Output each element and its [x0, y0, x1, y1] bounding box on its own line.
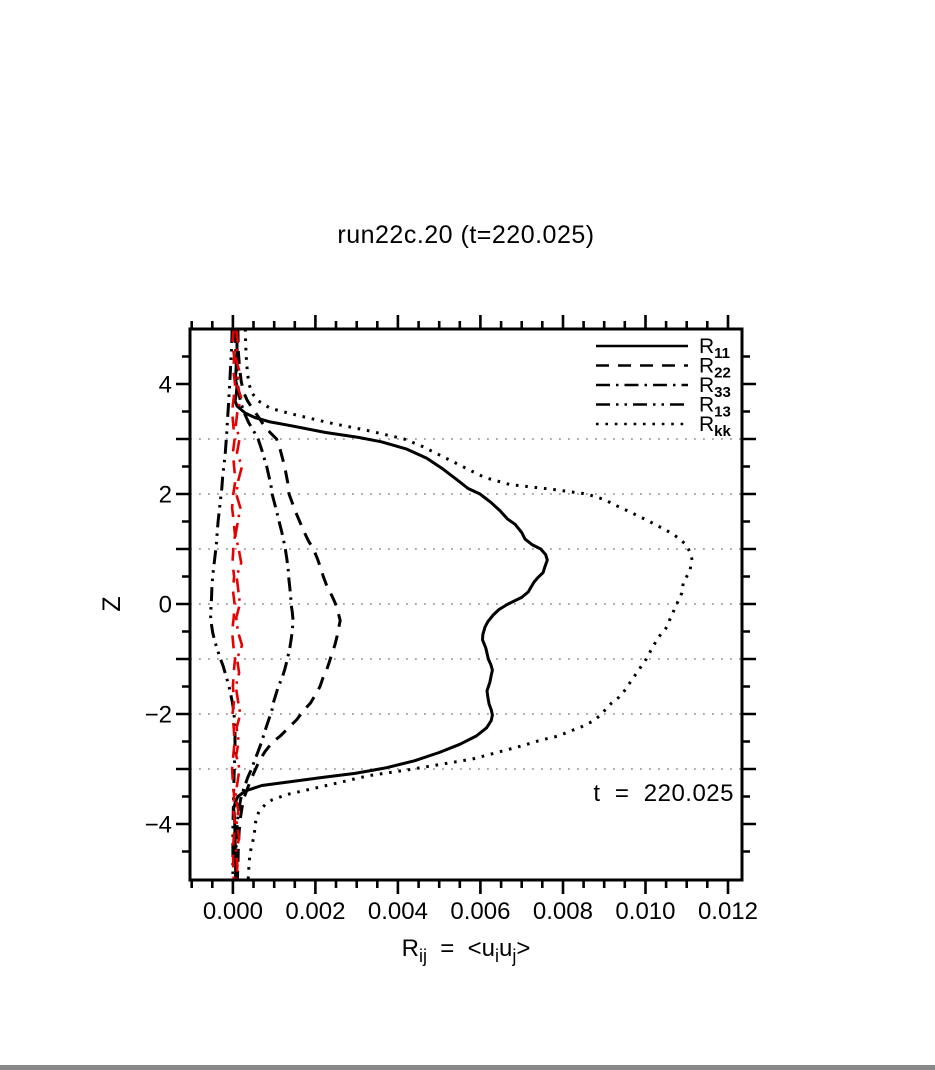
- y-tick-label-0: 0: [159, 592, 172, 619]
- curve-R11: [232, 329, 549, 880]
- legend-label-R11: R11: [699, 335, 730, 362]
- y-axis-title: Z: [98, 596, 126, 611]
- legend-label-R13: R13: [699, 394, 731, 421]
- curve-R13: [209, 329, 237, 879]
- y-tick-label-2: 2: [159, 482, 172, 509]
- axis-ticks: [176, 315, 756, 894]
- x-axis-title: Rij = <uiuj>: [402, 935, 531, 966]
- curve-R22: [235, 329, 342, 880]
- y-tick-label--4: −4: [145, 812, 172, 839]
- curve-Rkk: [243, 329, 694, 880]
- x-tick-label-0.000: 0.000: [203, 898, 263, 925]
- x-tick-label-0.010: 0.010: [615, 898, 675, 925]
- gridlines: [190, 438, 742, 770]
- plot-title: run22c.20 (t=220.025): [337, 221, 594, 249]
- x-tick-label-0.004: 0.004: [368, 898, 428, 925]
- curve-R33: [233, 329, 295, 880]
- legend-label-Rkk: Rkk: [699, 413, 732, 440]
- legend-label-R33: R33: [699, 374, 731, 401]
- curve-red-profile-2: [234, 329, 244, 880]
- curves: [209, 329, 694, 880]
- x-tick-labels: 0.000 0.002 0.004 0.006 0.008 0.010 0.012: [203, 898, 758, 925]
- x-axis-title-text: Rij = <uiuj>: [402, 935, 531, 966]
- x-tick-label-0.006: 0.006: [450, 898, 510, 925]
- y-tick-label-4: 4: [159, 372, 172, 399]
- tick-marks: [176, 315, 756, 894]
- y-tick-labels: −4 −2 0 2 4: [145, 372, 172, 839]
- curve-red-profile-1: [230, 329, 237, 880]
- time-annotation: t = 220.025: [593, 780, 734, 807]
- x-tick-label-0.002: 0.002: [285, 898, 345, 925]
- legend-label-R22: R22: [699, 355, 731, 382]
- x-tick-label-0.008: 0.008: [533, 898, 593, 925]
- y-tick-label--2: −2: [145, 702, 172, 729]
- x-tick-label-0.012: 0.012: [698, 898, 758, 925]
